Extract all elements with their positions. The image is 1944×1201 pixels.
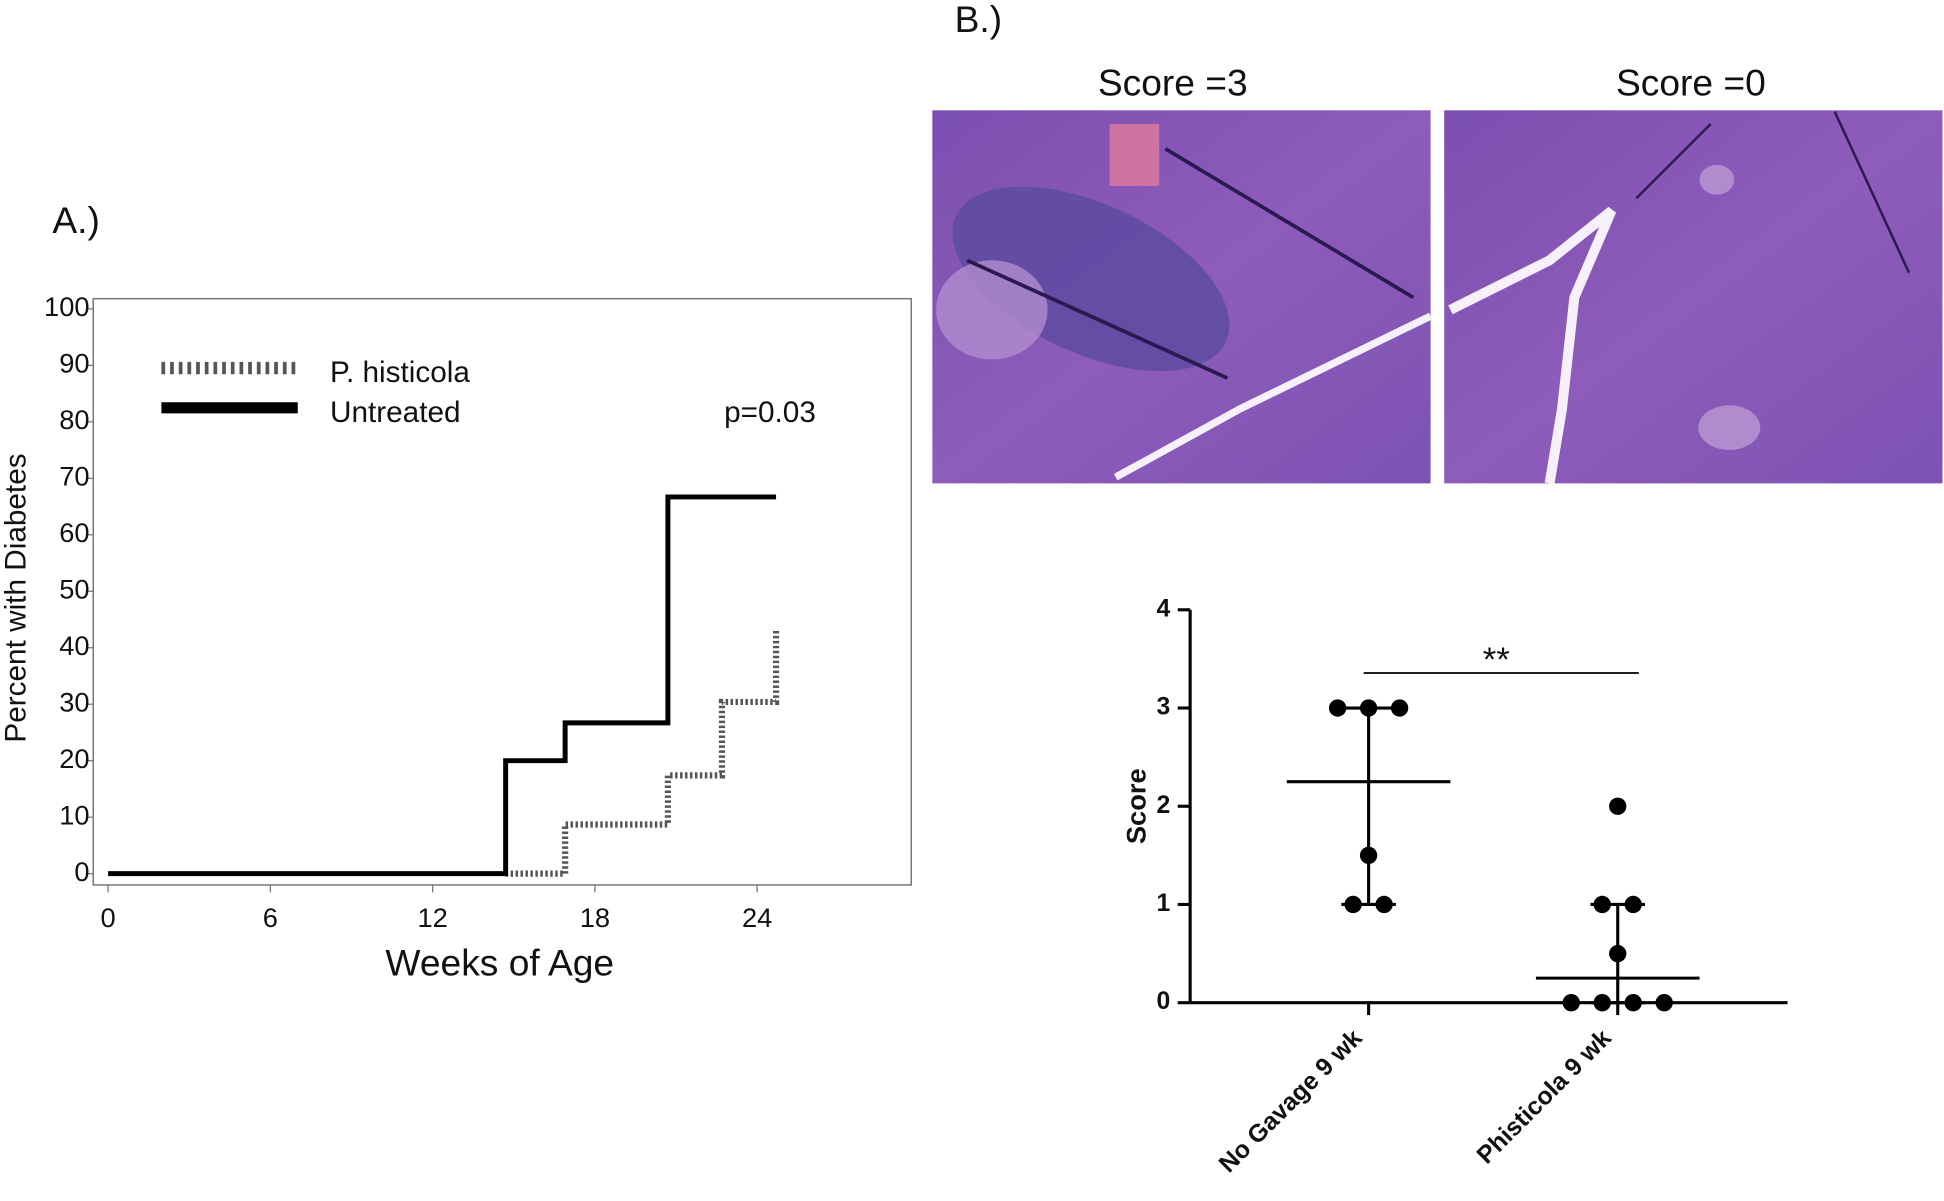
data-point: [1562, 994, 1580, 1012]
survival-line: [505, 630, 780, 877]
data-point: [1655, 994, 1673, 1012]
x-tick-label: 18: [580, 902, 610, 933]
x-tick-label: Phisticola 9 wk: [1472, 1025, 1617, 1170]
y-tick-label: 3: [1157, 694, 1171, 721]
data-point: [1375, 895, 1393, 914]
x-tick-label: No Gavage 9 wk: [1214, 1025, 1368, 1179]
legend-label: P. histicola: [330, 356, 470, 389]
y-tick-label: 1: [1157, 890, 1171, 917]
x-axis-label: Weeks of Age: [385, 941, 614, 983]
image-caption: Score =0: [1616, 61, 1766, 103]
plot-frame: [92, 297, 913, 886]
y-axis-label: Score: [1120, 768, 1151, 844]
data-point: [1609, 797, 1627, 815]
y-tick-label: 30: [59, 686, 89, 717]
data-point: [1624, 994, 1642, 1012]
x-tick-label: 24: [742, 902, 772, 933]
significance-label: **: [1483, 641, 1510, 679]
data-point: [1624, 895, 1642, 914]
data-point: [1359, 846, 1378, 865]
y-tick-label: 50: [59, 573, 89, 604]
y-tick-label: 4: [1157, 595, 1171, 622]
y-axis-label: Percent with Diabetes: [0, 453, 33, 742]
y-tick-label: 80: [59, 404, 89, 435]
x-tick-label: 6: [263, 902, 278, 933]
x-tick-label: 12: [417, 902, 447, 933]
image-caption: Score =3: [1098, 61, 1248, 103]
y-tick-label: 70: [59, 461, 89, 492]
annotation: p=0.03: [724, 396, 816, 429]
y-tick-label: 60: [59, 517, 89, 548]
data-point: [1344, 895, 1362, 914]
data-point: [1390, 699, 1409, 717]
histology-image: [932, 110, 1433, 484]
y-tick-label: 20: [59, 743, 89, 774]
histology-image: [1444, 110, 1943, 485]
y-tick-label: 0: [1157, 988, 1171, 1015]
y-tick-label: 90: [59, 348, 89, 379]
data-point: [1609, 944, 1627, 963]
data-point: [1359, 699, 1378, 717]
survival-line: [108, 494, 777, 877]
y-tick-label: 100: [44, 291, 89, 322]
y-tick-label: 10: [59, 799, 89, 830]
panel-label: A.): [52, 199, 99, 241]
x-tick-label: 0: [101, 902, 116, 933]
data-point: [1328, 699, 1347, 717]
y-tick-label: 40: [59, 630, 89, 661]
data-point: [1593, 994, 1611, 1012]
legend-label: Untreated: [330, 396, 461, 429]
y-tick-label: 2: [1157, 792, 1171, 819]
data-point: [1593, 895, 1611, 914]
panel-label: B.): [955, 0, 1003, 40]
y-tick-label: 0: [74, 856, 89, 887]
